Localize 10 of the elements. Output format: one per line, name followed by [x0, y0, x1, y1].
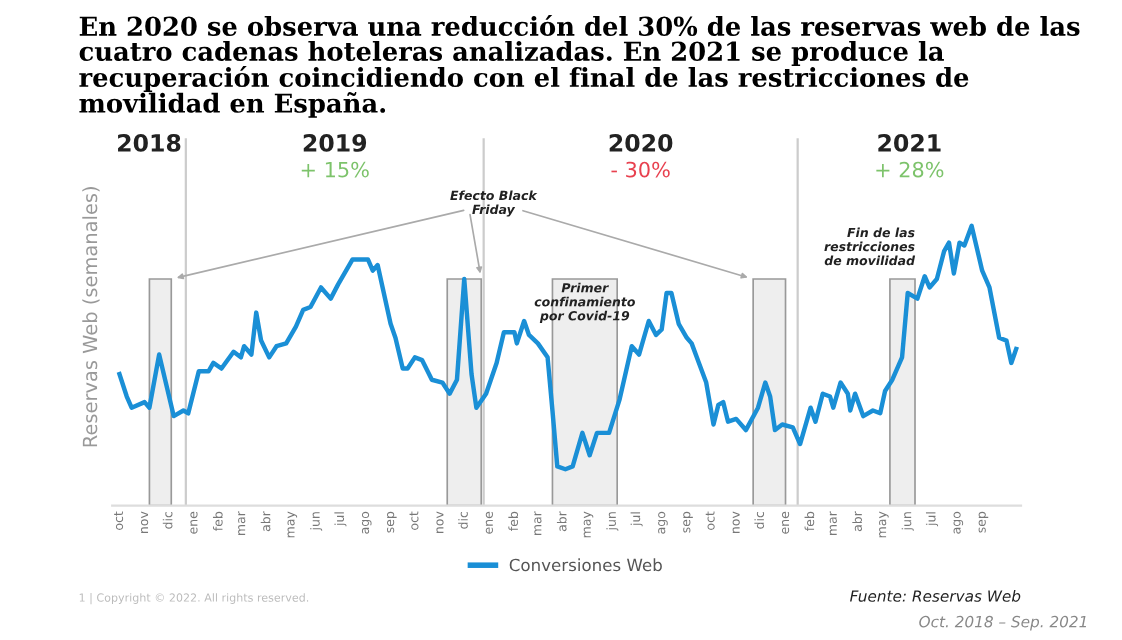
text: 2019 — [303, 133, 367, 152]
text: + 15% — [301, 161, 369, 178]
text: + 28% — [876, 161, 944, 178]
text: - 30% — [611, 161, 670, 178]
text: 2021 — [878, 133, 941, 152]
text: 2020 — [609, 133, 673, 152]
chart-title: En 2020 se observa una reducción del 30% de las reservas web de las cuatro cadenas hoteleras analizadas. En 2021 se produce la recuperación coincidiendo con el final de las restricciones de movilidad en España. — [79, 14, 1080, 118]
legend-label: Conversiones Web — [509, 558, 662, 572]
text: 2018 — [118, 133, 181, 152]
y-axis-title: Reservas Web (semanales) — [82, 187, 100, 447]
